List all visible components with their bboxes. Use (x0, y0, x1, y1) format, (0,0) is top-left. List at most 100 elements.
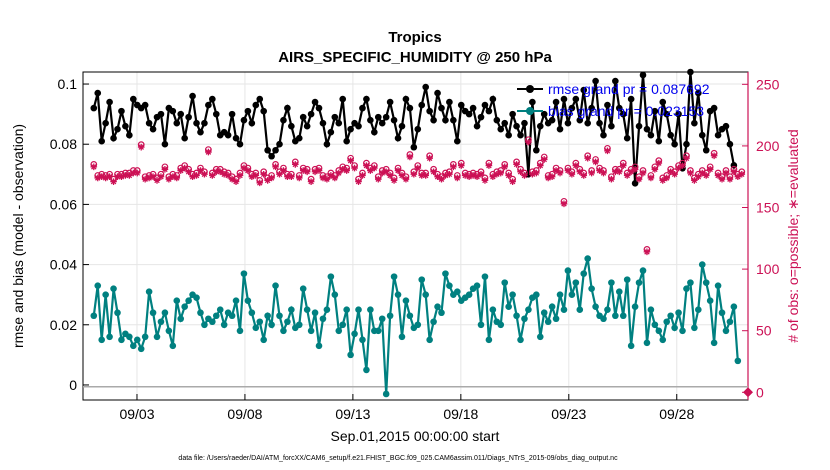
data-point (580, 270, 588, 277)
obs-evaluated-point (446, 170, 453, 178)
data-point (430, 116, 437, 124)
obs-evaluated-point (457, 162, 465, 169)
obs-evaluated-point (98, 173, 105, 181)
data-point (501, 119, 509, 127)
obs-evaluated-point (588, 169, 595, 177)
data-point (485, 107, 493, 115)
obs-evaluated-point (209, 172, 216, 179)
data-point (422, 83, 429, 91)
y-tick-label: 0.02 (50, 317, 77, 333)
data-point (228, 110, 236, 118)
data-point (619, 312, 627, 320)
data-point (288, 306, 295, 314)
y2-tick-label: 50 (756, 323, 772, 339)
obs-evaluated-point (438, 175, 445, 183)
obs-evaluated-point (335, 169, 343, 177)
data-point (189, 92, 196, 100)
data-point (311, 98, 319, 106)
data-point (315, 104, 323, 112)
obs-evaluated-point (489, 173, 497, 181)
data-point (465, 291, 473, 298)
data-point (442, 270, 449, 277)
data-point (106, 98, 113, 106)
y-tick-label: 0.1 (58, 76, 78, 92)
y2-tick-label: 100 (756, 261, 780, 277)
data-point (228, 312, 236, 320)
data-point (323, 140, 331, 148)
data-point (560, 95, 568, 103)
obs-evaluated-point (331, 174, 339, 182)
data-point (430, 318, 437, 326)
data-point (390, 273, 398, 280)
obs-evaluated-point (299, 167, 307, 174)
obs-evaluated-point (177, 167, 185, 174)
data-point (414, 321, 422, 329)
data-point (691, 324, 698, 332)
obs-evaluated-point (718, 175, 726, 183)
series-2 (90, 136, 746, 253)
data-point (248, 309, 256, 317)
obs-evaluated-point (627, 168, 635, 176)
data-point (209, 318, 216, 326)
obs-evaluated-point (244, 167, 252, 174)
obs-evaluated-point (224, 172, 232, 179)
data-point (181, 134, 188, 142)
obs-evaluated-point (118, 173, 125, 181)
obs-evaluated-point (90, 163, 98, 171)
data-point (276, 140, 283, 148)
data-point (687, 279, 694, 286)
obs-evaluated-point (232, 178, 240, 185)
obs-evaluated-point (272, 163, 279, 171)
data-point (355, 122, 362, 130)
data-point (216, 306, 224, 314)
data-point (679, 327, 686, 335)
obs-evaluated-point (130, 169, 137, 177)
obs-evaluated-point (197, 167, 204, 174)
data-point (604, 306, 611, 314)
obs-evaluated-point (647, 174, 655, 182)
data-point (367, 116, 374, 124)
data-point (406, 312, 414, 320)
data-point (726, 140, 734, 148)
data-point (371, 128, 378, 136)
data-point (386, 98, 394, 106)
obs-evaluated-point (347, 157, 354, 164)
obs-evaluated-point (248, 173, 256, 181)
data-point (517, 131, 524, 139)
obs-evaluated-point (256, 179, 264, 187)
data-point (280, 327, 287, 335)
obs-evaluated-point (687, 169, 694, 177)
data-point (205, 101, 212, 109)
data-point (667, 312, 674, 320)
data-point (588, 285, 595, 292)
obs-evaluated-point (276, 170, 283, 178)
data-point (122, 122, 129, 130)
obs-evaluated-point (481, 177, 489, 184)
data-point (232, 297, 240, 304)
data-point (442, 116, 449, 124)
obs-evaluated-point (691, 177, 698, 184)
obs-evaluated-point (205, 148, 212, 156)
obs-evaluated-point (323, 175, 331, 183)
x-tick-label: 09/03 (119, 406, 154, 422)
y2-tick-label: 150 (756, 200, 780, 216)
obs-evaluated-point (651, 166, 659, 173)
obs-evaluated-point (114, 173, 121, 181)
data-point (193, 294, 200, 301)
data-point (153, 333, 161, 341)
obs-evaluated-point (608, 175, 615, 183)
data-point (252, 101, 260, 109)
obs-evaluated-point (501, 163, 509, 171)
obs-evaluated-point (406, 153, 414, 161)
obs-evaluated-point (185, 168, 192, 176)
data-point (264, 312, 271, 320)
data-point (434, 303, 441, 311)
x-tick-label: 09/28 (659, 406, 694, 422)
data-point (560, 306, 568, 314)
data-point (536, 333, 544, 341)
obs-evaluated-point (181, 164, 188, 172)
data-point (173, 119, 181, 127)
data-point (600, 315, 607, 323)
data-point (157, 318, 165, 326)
